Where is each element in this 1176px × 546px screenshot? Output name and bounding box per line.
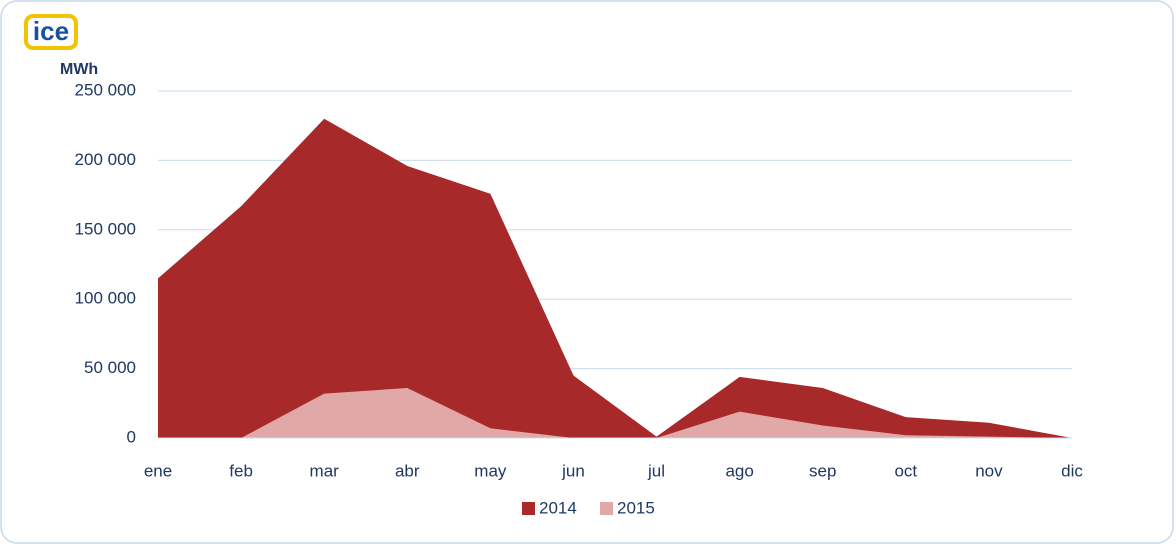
x-tick-label: ene [144,461,172,480]
x-tick-label: jul [647,461,665,480]
y-tick-label: 200 000 [75,150,136,169]
x-tick-label: feb [229,461,253,480]
x-tick-label: dic [1061,461,1083,480]
x-tick-label: ago [725,461,753,480]
x-tick-label: oct [894,461,917,480]
x-tick-label: may [474,461,507,480]
y-axis-label: MWh [60,61,98,78]
logo-frame [24,14,78,50]
area [158,118,1072,438]
x-tick-label: nov [975,461,1003,480]
y-tick-label: 150 000 [75,219,136,238]
y-tick-label: 0 [127,427,136,446]
x-tick-label: jun [561,461,585,480]
area [158,388,1072,438]
y-tick-label: 100 000 [75,289,136,308]
x-tick-label: mar [310,461,340,480]
y-tick-label: 50 000 [84,358,136,377]
legend-label: 2014 [539,498,577,517]
legend-swatch [522,502,535,515]
legend-swatch [600,502,613,515]
x-tick-label: sep [809,461,836,480]
x-tick-label: abr [395,461,420,480]
logo: ice [33,16,69,46]
y-tick-label: 250 000 [75,80,136,99]
legend-label: 2015 [617,498,655,517]
